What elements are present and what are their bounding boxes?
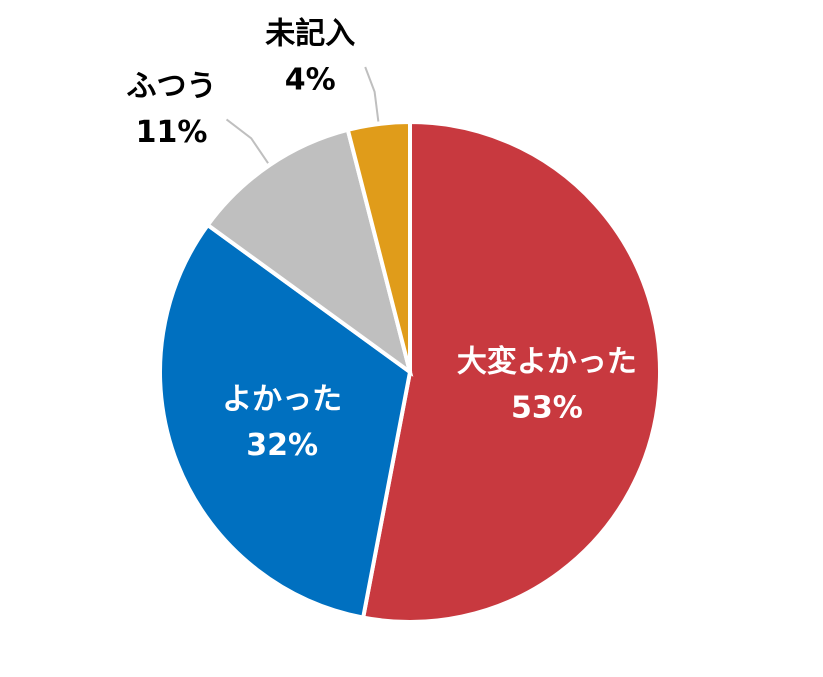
value-label: 32% [246,428,318,463]
slice-label: よかった [222,382,342,417]
slice-label: 大変よかった [457,344,637,379]
slice-label: ふつう [127,69,217,104]
pie-slice [360,119,662,624]
value-label: 4% [285,63,336,98]
pie-slice [204,127,414,377]
value-label: 53% [511,390,583,425]
pie-slice [345,119,412,373]
value-label: 11% [136,115,208,150]
pie-slice [158,222,413,620]
slice-label: 未記入 [265,17,355,52]
leader-line [364,66,380,122]
leader-line [225,118,269,164]
